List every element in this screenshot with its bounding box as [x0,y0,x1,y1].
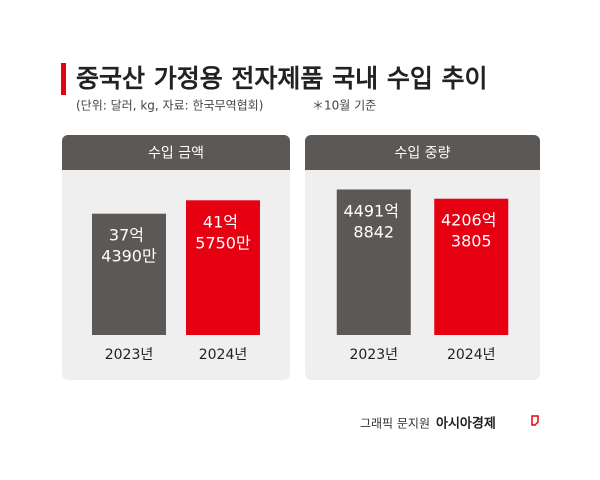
value-label-line: 4491억 [343,201,404,220]
value-label: 37억 4390만 [101,225,157,265]
panel-header [305,135,540,170]
value-label: 4206억 3805 [441,210,502,250]
x-tick-label: 2023년 [349,347,398,363]
title-marker [61,63,66,95]
value-label: 4491억 8842 [343,201,404,241]
x-tick-label: 2024년 [199,347,248,363]
value-label-line: 41억 [203,212,243,231]
panel-header [62,135,290,170]
value-label-line: 4206억 [441,210,502,229]
title: 중국산 가정용 전자제품 국내 수입 추이 [76,64,488,93]
value-label-line: 8842 [353,222,394,241]
bar [336,189,411,335]
value-label-line: 3805 [451,231,492,250]
x-tick-label: 2024년 [447,347,496,363]
credit: 그래픽 문지원 [360,417,430,431]
note: ＊10월 기준 [312,99,376,113]
x-tick-label: 2023년 [105,347,154,363]
bar [186,200,260,335]
logo-icon [531,415,539,426]
source: 아시아경제 [436,416,496,432]
value-label-line: 5750만 [195,233,251,252]
value-label-line: 37억 [109,225,149,244]
bar [434,198,509,335]
bar [92,213,166,335]
panel-title: 수입 금액 [148,146,204,162]
panel-title: 수입 중량 [395,146,451,162]
subtitle: (단위: 달러, kg, 자료: 한국무역협회) [76,99,263,113]
value-label: 41억 5750만 [195,212,251,252]
value-label-line: 4390만 [101,246,157,265]
